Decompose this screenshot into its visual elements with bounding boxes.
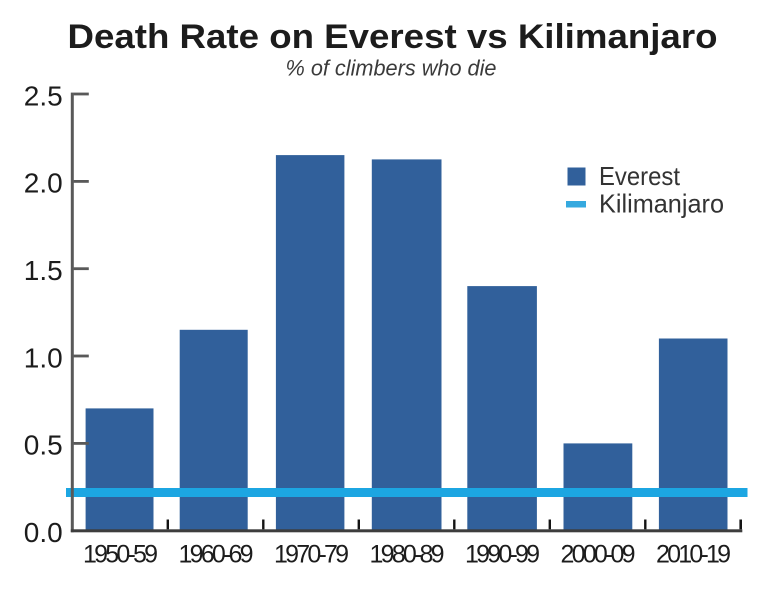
svg-text:1.0: 1.0 — [24, 342, 63, 373]
svg-text:1990-99: 1990-99 — [465, 541, 540, 569]
svg-text:Death Rate on Everest vs Kilim: Death Rate on Everest vs Kilimanjaro — [68, 18, 718, 56]
svg-text:2010-19: 2010-19 — [656, 541, 731, 569]
svg-text:1.5: 1.5 — [24, 255, 63, 286]
svg-text:2.5: 2.5 — [24, 80, 63, 111]
svg-text:0.0: 0.0 — [24, 517, 63, 548]
svg-text:1960-69: 1960-69 — [179, 541, 254, 569]
svg-text:0.5: 0.5 — [24, 430, 63, 461]
svg-text:Everest: Everest — [599, 161, 681, 191]
svg-text:1980-89: 1980-89 — [370, 541, 445, 569]
svg-text:Kilimanjaro: Kilimanjaro — [599, 189, 724, 219]
svg-text:2000-09: 2000-09 — [561, 541, 636, 569]
svg-text:% of climbers who die: % of climbers who die — [286, 56, 497, 81]
svg-text:1950-59: 1950-59 — [83, 541, 158, 569]
svg-text:2.0: 2.0 — [24, 168, 63, 199]
svg-text:1970-79: 1970-79 — [274, 541, 349, 569]
